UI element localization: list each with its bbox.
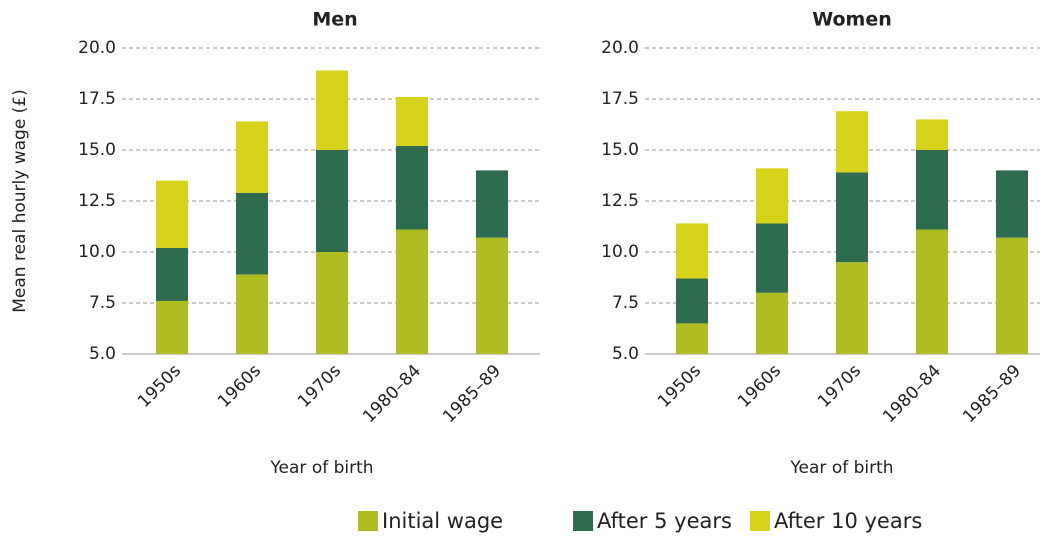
bar-segment <box>676 223 708 279</box>
bar-segment <box>476 237 508 354</box>
x-tick-label: 1985–89 <box>959 361 1025 427</box>
x-axis-title: Year of birth <box>789 458 893 478</box>
y-tick-label: 12.5 <box>601 191 639 211</box>
bar-segment <box>476 170 508 238</box>
x-axis-title: Year of birth <box>269 458 373 478</box>
bar-segment <box>316 70 348 150</box>
legend-label: After 10 years <box>774 509 922 533</box>
bar-segment <box>316 252 348 354</box>
bar-segment <box>236 192 268 275</box>
y-tick-label: 12.5 <box>78 191 116 211</box>
bar-segment <box>916 229 948 354</box>
chart-title: Men <box>312 9 357 31</box>
x-tick-label: 1985–89 <box>439 361 505 427</box>
bar-segment <box>156 300 188 354</box>
bar-segment <box>156 180 188 248</box>
y-tick-label: 20.0 <box>78 38 116 58</box>
chart-title: Women <box>812 9 892 31</box>
bar-segment <box>676 278 708 324</box>
y-tick-label: 5.0 <box>89 344 116 364</box>
legend-swatch <box>573 511 593 531</box>
x-tick-label: 1960s <box>734 361 785 412</box>
bar-segment <box>316 150 348 252</box>
bar-segment <box>916 119 948 150</box>
y-tick-label: 15.0 <box>601 140 639 160</box>
y-tick-label: 20.0 <box>601 38 639 58</box>
x-tick-label: 1980–84 <box>359 361 425 427</box>
x-tick-label: 1970s <box>294 361 345 412</box>
bar-segment <box>996 237 1028 354</box>
y-tick-label: 10.0 <box>78 242 116 262</box>
bar-segment <box>156 247 188 301</box>
bar-segment <box>996 170 1028 238</box>
bar-segment <box>396 145 428 230</box>
y-tick-label: 7.5 <box>612 293 639 313</box>
legend-swatch <box>358 511 378 531</box>
x-tick-label: 1970s <box>814 361 865 412</box>
y-tick-label: 17.5 <box>601 89 639 109</box>
bar-segment <box>396 96 428 146</box>
y-tick-label: 5.0 <box>612 344 639 364</box>
bar-segment <box>236 121 268 193</box>
bar-segment <box>676 323 708 354</box>
bar-segment <box>916 150 948 230</box>
bar-segment <box>236 274 268 354</box>
y-axis-title: Mean real hourly wage (£) <box>10 89 30 313</box>
legend-label: After 5 years <box>597 509 732 533</box>
bar-segment <box>836 262 868 354</box>
bar-segment <box>836 111 868 173</box>
x-tick-label: 1950s <box>654 361 705 412</box>
bar-segment <box>836 172 868 263</box>
bar-segment <box>756 292 788 354</box>
y-tick-label: 7.5 <box>89 293 116 313</box>
bar-segment <box>756 223 788 293</box>
x-tick-label: 1950s <box>134 361 185 412</box>
x-tick-label: 1960s <box>214 361 265 412</box>
legend-swatch <box>750 511 770 531</box>
legend-label: Initial wage <box>382 509 503 533</box>
bar-segment <box>756 168 788 224</box>
x-tick-label: 1980–84 <box>879 361 945 427</box>
y-tick-label: 10.0 <box>601 242 639 262</box>
bar-segment <box>396 229 428 354</box>
y-tick-label: 15.0 <box>78 140 116 160</box>
y-tick-label: 17.5 <box>78 89 116 109</box>
